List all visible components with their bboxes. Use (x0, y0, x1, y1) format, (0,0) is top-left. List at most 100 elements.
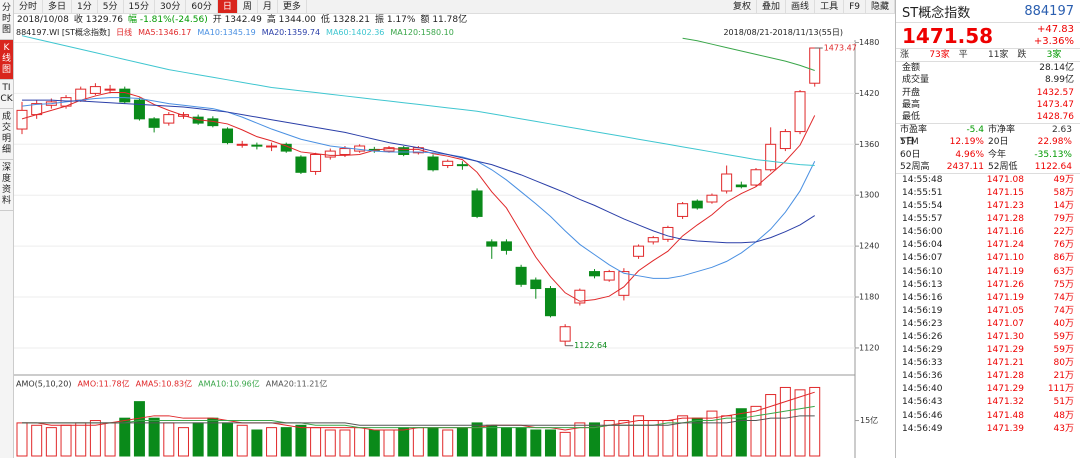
side-tab[interactable]: TICK (0, 80, 13, 109)
tool-button[interactable]: 隐藏 (866, 0, 895, 13)
ratio-key: 市净率 (988, 125, 1016, 136)
tick-time: 14:55:57 (902, 214, 943, 225)
candle-body (16, 109, 28, 130)
volume-bar (339, 429, 351, 457)
volume-bar (662, 420, 674, 457)
volume-bar (31, 424, 43, 457)
tool-button[interactable]: 复权 (728, 0, 758, 13)
tick-price: 1471.23 (986, 201, 1024, 212)
tick-list: 14:55:48 1471.08 49万 14:55:51 1471.15 58万 14:5… (896, 172, 1080, 436)
tick-row: 14:56:29 1471.29 59万 (896, 344, 1080, 357)
tool-button[interactable]: 工具 (815, 0, 845, 13)
stats: 金额 28.14亿 成交量 8.99亿 开盘 1432.57 最高 1473.47 最低 1428… (896, 61, 1080, 123)
tick-volume: 76万 (1053, 240, 1074, 251)
info-item: 幅 -1.81%(-24.56) (127, 15, 208, 25)
volume-bar (207, 417, 219, 457)
tick-price: 1471.26 (986, 279, 1024, 290)
period-button[interactable]: 周 (238, 0, 258, 13)
legend-item: MA60:1402.36 (326, 28, 385, 37)
tick-time: 14:56:49 (902, 423, 943, 434)
period-button[interactable]: 15分 (124, 0, 155, 13)
stat-key: 成交量 (902, 75, 930, 86)
legend-item: MA120:1580.10 (390, 28, 454, 37)
period-button[interactable]: 多日 (43, 0, 73, 13)
volume-bar (163, 422, 175, 457)
tick-row: 14:55:51 1471.15 58万 (896, 187, 1080, 200)
ratio-value: -5.4 (966, 125, 984, 136)
volume-bar (442, 429, 454, 457)
side-tabs: 分时图 K线图 TICK 成交明细 深度资料 (0, 0, 14, 458)
side-tab[interactable]: K线图 (0, 40, 13, 80)
side-tab[interactable]: 分时图 (0, 0, 13, 40)
tick-row: 14:56:49 1471.39 43万 (896, 423, 1080, 436)
candle-body (809, 47, 821, 84)
candle-body (765, 143, 777, 171)
legend-item: MA10:1345.19 (197, 28, 256, 37)
volume-bar (427, 427, 439, 457)
candle-body (559, 326, 571, 342)
candle-body (779, 131, 791, 150)
side-tab[interactable]: 深度资料 (0, 160, 13, 211)
tick-time: 14:56:29 (902, 345, 943, 356)
tool-button[interactable]: F9 (844, 0, 866, 13)
tick-volume: 75万 (1053, 279, 1074, 290)
tick-row: 14:56:46 1471.48 48万 (896, 410, 1080, 423)
tick-volume: 58万 (1053, 187, 1074, 198)
period-button[interactable]: 日 (217, 0, 238, 13)
candle-body (471, 190, 483, 217)
breadth-item: 涨 (900, 50, 910, 60)
period-button[interactable]: 5分 (98, 0, 124, 13)
volume-bar (266, 427, 278, 457)
annotation: 1122.64 (574, 341, 607, 350)
tick-volume: 48万 (1053, 410, 1074, 421)
period-button[interactable]: 分时 (14, 0, 44, 13)
volume-bar (603, 420, 615, 457)
legend-item: MA20:1359.74 (261, 28, 321, 37)
ma-line (22, 99, 815, 244)
tick-row: 14:55:48 1471.08 49万 (896, 174, 1080, 187)
period-button[interactable]: 1分 (72, 0, 98, 13)
period-button[interactable]: 更多 (278, 0, 307, 13)
volume-bar (691, 417, 703, 457)
tick-row: 14:55:57 1471.28 79万 (896, 213, 1080, 226)
tick-volume: 74万 (1053, 292, 1074, 303)
volume-bar (486, 424, 498, 457)
period-button[interactable]: 60分 (186, 0, 218, 13)
tick-price: 1471.48 (986, 410, 1024, 421)
tick-time: 14:56:16 (902, 292, 943, 303)
stat-row: 成交量 8.99亿 (896, 74, 1080, 86)
stat-row: 金额 28.14亿 (896, 62, 1080, 74)
volume-bar (236, 424, 248, 457)
volume-bar (104, 422, 116, 457)
candle-body (544, 288, 556, 317)
quote-panel: ST概念指数 884197 1471.58 +47.83 +3.36% 涨 73家平 11… (895, 0, 1080, 458)
tick-time: 14:56:36 (902, 371, 943, 382)
tick-time: 14:56:46 (902, 410, 943, 421)
tick-price: 1471.21 (986, 358, 1024, 369)
stat-value: 1432.57 (1036, 87, 1074, 98)
candle-body (721, 173, 733, 192)
tool-button[interactable]: 画线 (786, 0, 816, 13)
tick-price: 1471.28 (986, 371, 1024, 382)
ratio-value: 22.98% (1037, 137, 1072, 148)
tool-button[interactable]: 叠加 (757, 0, 787, 13)
info-item: 2018/10/08 (17, 15, 69, 25)
tick-time: 14:55:51 (902, 187, 943, 198)
tick-price: 1471.28 (986, 214, 1024, 225)
volume-bar (280, 427, 292, 457)
side-tab[interactable]: 成交明细 (0, 109, 13, 160)
ratio-key: 今年 (988, 149, 1007, 160)
stat-key: 最低 (902, 111, 921, 122)
ratio-value: -35.13% (1034, 149, 1072, 160)
period-button[interactable]: 30分 (155, 0, 187, 13)
candle-body (236, 143, 248, 146)
tick-time: 14:56:23 (902, 318, 943, 329)
candle-body (104, 88, 116, 91)
period-button[interactable]: 月 (258, 0, 278, 13)
info-item: 低 1328.21 (320, 15, 370, 25)
tick-row: 14:56:07 1471.10 86万 (896, 252, 1080, 265)
stat-row: 最高 1473.47 (896, 99, 1080, 111)
tick-row: 14:56:26 1471.30 59万 (896, 331, 1080, 344)
info-item: 高 1344.00 (266, 15, 316, 25)
pct: +3.36% (1033, 35, 1074, 47)
